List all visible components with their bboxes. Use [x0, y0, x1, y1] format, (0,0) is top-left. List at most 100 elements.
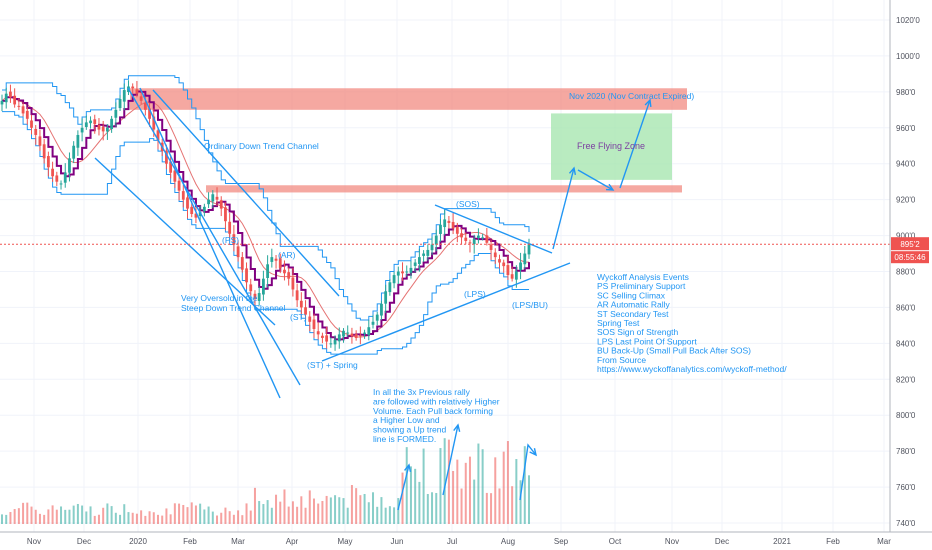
lps-label: (LPS) [464, 289, 486, 299]
lps-bu-label: (LPS/BU) [512, 300, 548, 310]
volume-bar [414, 468, 417, 524]
x-tick-label: May [337, 537, 352, 546]
volume-bar [426, 493, 429, 524]
candle-body [122, 90, 126, 102]
volume-bar [72, 505, 75, 524]
volume-bar [485, 492, 488, 524]
y-tick-label: 800'0 [896, 411, 916, 420]
candle-body [405, 271, 409, 273]
candle-body [84, 122, 88, 128]
free-flying-label: Free Flying Zone [577, 141, 645, 151]
volume-note-line: a Higher Low and [373, 415, 440, 425]
candle-body [312, 319, 316, 329]
candle-body [165, 150, 168, 164]
breakout-arrow-head [568, 166, 577, 176]
candle-body [337, 334, 341, 342]
candle-body [443, 219, 447, 228]
candle-body [253, 293, 257, 299]
volume-bar [359, 495, 362, 524]
wyckoff-legend-line: PS Preliminary Support [597, 281, 686, 291]
candle-body [299, 300, 303, 308]
candle-body [215, 196, 219, 200]
volume-bar [131, 512, 134, 524]
last-price-value: 895'2 [900, 240, 920, 249]
candle-body [527, 244, 531, 255]
volume-bar [287, 506, 290, 524]
candle-body [439, 224, 442, 235]
candle-body [266, 264, 270, 278]
volume-note-line: showing a Up trend [373, 425, 447, 435]
volume-bar [26, 502, 29, 524]
candle-body [63, 172, 67, 183]
y-tick-label: 840'0 [896, 339, 916, 348]
candle-body [409, 267, 413, 273]
candle-body [101, 126, 105, 132]
volume-bar [346, 507, 349, 524]
countdown-value: 08:55:46 [894, 253, 926, 262]
y-tick-label: 880'0 [896, 268, 916, 277]
candle-body [131, 86, 135, 89]
volume-bar [393, 507, 396, 524]
wyckoff-legend-line: Wyckoff Analysis Events [597, 272, 689, 282]
volume-bar [456, 459, 459, 524]
candle-body [169, 161, 173, 173]
volume-bar [173, 503, 176, 524]
steep-channel-line-2 [127, 87, 301, 386]
candle-body [333, 339, 337, 345]
x-tick-label: Jul [447, 537, 457, 546]
volume-bar [443, 438, 446, 524]
candle-body [388, 282, 392, 293]
candle-body [0, 100, 4, 105]
pullback-arrow [577, 169, 614, 191]
candle-body [106, 127, 109, 132]
candle-body [417, 257, 421, 265]
volume-bar [169, 514, 172, 524]
volume-bar [110, 506, 113, 524]
candle-body [510, 274, 514, 279]
volume-bar [203, 509, 206, 524]
x-tick-label: 2020 [129, 537, 147, 546]
volume-note-line: are followed with relatively Higher [373, 396, 500, 406]
volume-bar [329, 497, 332, 524]
volume-bar [477, 443, 480, 524]
candle-body [354, 334, 358, 338]
volume-bar [232, 514, 235, 524]
candle-body [228, 221, 232, 234]
volume-bar [216, 515, 219, 524]
uptrend-support-line [321, 262, 571, 362]
candle-body [17, 105, 21, 107]
candle-body [278, 258, 282, 268]
last-price-badge [891, 237, 929, 251]
candle-body [190, 206, 194, 215]
y-tick-label: 740'0 [896, 519, 916, 528]
candle-body [173, 170, 177, 182]
volume-bar [199, 503, 202, 524]
candle-body [392, 275, 396, 284]
y-tick-label: 960'0 [896, 124, 916, 133]
candle-body [468, 242, 472, 244]
volume-bar [123, 504, 126, 524]
sos-label: (SOS) [456, 199, 480, 209]
candle-body [464, 237, 468, 241]
volume-bar [401, 472, 404, 524]
candle-body [506, 265, 510, 276]
volume-bar [102, 507, 105, 524]
volume-bar [384, 507, 387, 524]
volume-bar [405, 447, 408, 524]
volume-bar [140, 510, 143, 524]
volume-bar [473, 479, 476, 524]
volume-bar [519, 480, 522, 524]
volume-arrow-3 [519, 443, 537, 501]
volume-bar [161, 515, 164, 524]
volume-arrow-1 [397, 464, 410, 511]
x-tick-label: Sep [554, 537, 569, 546]
candle-body [261, 278, 265, 295]
breakout-arrow [552, 167, 575, 250]
volume-bar [397, 498, 400, 524]
candle-body [325, 335, 329, 342]
x-tick-label: Nov [27, 537, 41, 546]
volume-bar [325, 495, 328, 524]
candles [0, 80, 531, 351]
volume-bar [490, 493, 493, 524]
